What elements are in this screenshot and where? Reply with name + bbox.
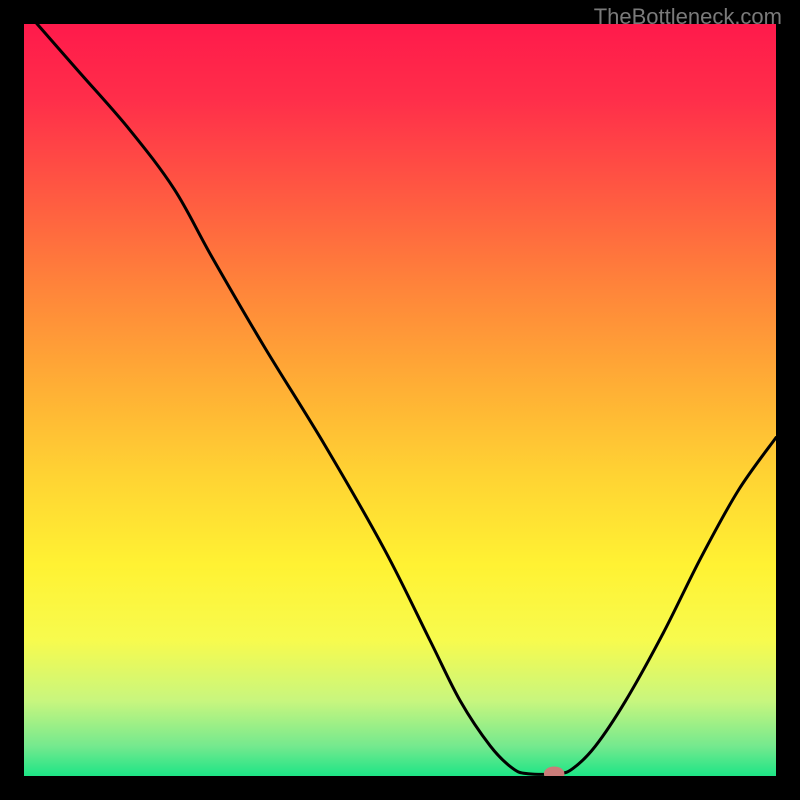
watermark: TheBottleneck.com — [594, 4, 782, 30]
plot-area — [24, 24, 776, 776]
chart-svg — [24, 24, 776, 776]
optimum-marker — [544, 767, 564, 776]
chart-frame: TheBottleneck.com — [0, 0, 800, 800]
